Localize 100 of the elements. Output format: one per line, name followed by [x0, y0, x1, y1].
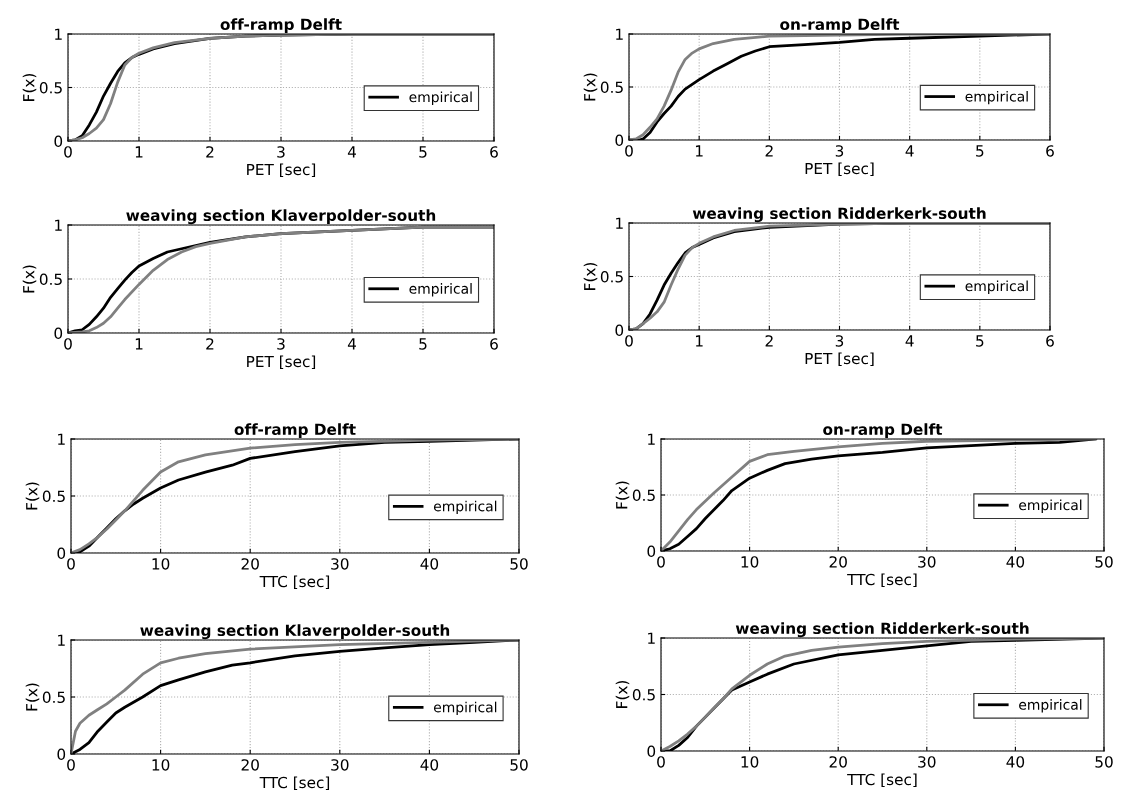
x-tick-label: 10	[741, 556, 759, 568]
y-tick-label: 0.5	[42, 490, 65, 503]
x-tick-label: 0	[67, 759, 75, 771]
x-tick-label: 50	[1095, 756, 1113, 768]
x-tick-label: 40	[420, 759, 439, 771]
x-tick-label: 3	[835, 145, 844, 157]
x-tick-label: 30	[918, 756, 936, 768]
x-tick-label: 50	[510, 558, 528, 570]
x-tick-label: 0	[657, 756, 665, 768]
x-tick-label: 20	[829, 756, 847, 768]
x-axis-title: TTC [sec]	[847, 573, 917, 588]
y-tick-label: 0.5	[632, 688, 655, 701]
x-tick-label: 5	[419, 146, 427, 158]
y-tick-label: 0	[615, 134, 624, 147]
x-tick-label: 0	[657, 556, 665, 568]
x-tick-label: 6	[490, 146, 498, 158]
x-tick-label: 10	[741, 756, 759, 768]
x-tick-label: 6	[1046, 335, 1054, 347]
x-tick-label: 2	[765, 335, 773, 347]
x-tick-label: 2	[765, 145, 773, 157]
y-tick-label: 0	[57, 547, 66, 560]
chart-title: off-ramp Delft	[220, 18, 342, 34]
x-tick-label: 5	[419, 338, 427, 350]
x-tick-label: 3	[277, 146, 285, 158]
y-tick-label: 1	[58, 634, 65, 646]
y-tick-label: 0	[615, 324, 624, 337]
x-axis-title: PET [sec]	[805, 352, 874, 367]
y-tick-label: 0.5	[600, 81, 623, 94]
x-tick-label: 30	[331, 759, 349, 771]
y-tick-label: 1	[648, 632, 655, 644]
legend-label: empirical	[433, 500, 497, 515]
x-tick-label: 4	[905, 335, 914, 347]
x-tick-label: 4	[347, 146, 356, 158]
x-axis-title: TTC [sec]	[259, 575, 330, 590]
x-tick-label: 40	[1006, 556, 1025, 568]
x-tick-label: 40	[1006, 756, 1025, 768]
chart-title: weaving section Ridderkerk-south	[692, 207, 986, 223]
y-axis-title: F(x)	[22, 265, 37, 293]
legend-label: empirical	[1019, 699, 1082, 713]
x-tick-label: 10	[152, 759, 170, 771]
x-tick-label: 6	[490, 338, 498, 350]
legend-label: empirical	[1019, 499, 1082, 513]
y-tick-label: 0.5	[632, 489, 655, 502]
x-tick-label: 3	[277, 338, 285, 350]
y-axis-title: F(x)	[583, 262, 598, 290]
y-tick-label: 0	[54, 135, 63, 148]
x-axis-title: PET [sec]	[247, 355, 316, 370]
x-tick-label: 1	[135, 146, 143, 158]
y-axis-title: F(x)	[22, 73, 37, 101]
x-tick-label: 4	[347, 338, 356, 350]
chart-title: weaving section Klaverpolder-south	[126, 209, 436, 225]
y-axis-title: F(x)	[615, 680, 630, 708]
x-tick-label: 30	[331, 558, 349, 570]
x-tick-label: 1	[695, 335, 703, 347]
y-axis-title: F(x)	[615, 481, 630, 509]
x-tick-label: 2	[206, 146, 214, 158]
x-tick-label: 40	[420, 558, 439, 570]
y-tick-label: 0	[647, 745, 656, 758]
x-tick-label: 20	[829, 556, 847, 568]
x-axis-title: TTC [sec]	[847, 773, 917, 788]
chart-title: on-ramp Delft	[780, 18, 900, 34]
y-axis-title: F(x)	[583, 73, 598, 101]
x-tick-label: 6	[1046, 145, 1054, 157]
chart-title: on-ramp Delft	[823, 423, 943, 439]
y-tick-label: 1	[616, 28, 623, 40]
x-tick-label: 2	[206, 338, 214, 350]
x-tick-label: 50	[510, 759, 528, 771]
y-tick-label: 1	[58, 433, 65, 445]
x-axis-title: PET [sec]	[247, 163, 316, 178]
chart-title: weaving section Ridderkerk-south	[735, 622, 1029, 638]
x-tick-label: 5	[976, 335, 984, 347]
y-tick-label: 0.5	[39, 81, 62, 94]
y-tick-label: 1	[55, 219, 62, 231]
y-tick-label: 0.5	[39, 273, 62, 286]
y-tick-label: 0.5	[42, 691, 65, 704]
legend-label: empirical	[433, 701, 497, 716]
y-tick-label: 0	[647, 545, 656, 558]
legend-label: empirical	[965, 90, 1028, 105]
chart-title: off-ramp Delft	[234, 423, 356, 439]
y-tick-label: 1	[648, 433, 655, 445]
x-tick-label: 20	[241, 759, 259, 771]
x-tick-label: 1	[135, 338, 143, 350]
y-axis-title: F(x)	[25, 482, 40, 510]
x-tick-label: 50	[1095, 556, 1113, 568]
y-axis-title: F(x)	[25, 683, 40, 711]
x-tick-label: 30	[918, 556, 936, 568]
x-axis-title: PET [sec]	[805, 162, 874, 177]
x-tick-label: 20	[241, 558, 259, 570]
x-tick-label: 0	[67, 558, 75, 570]
x-tick-label: 1	[695, 145, 703, 157]
y-tick-label: 1	[616, 217, 623, 229]
legend-label: empirical	[409, 283, 472, 297]
x-tick-label: 4	[905, 145, 914, 157]
chart-title: weaving section Klaverpolder-south	[140, 624, 450, 640]
x-tick-label: 5	[976, 145, 984, 157]
x-axis-title: TTC [sec]	[259, 776, 330, 791]
x-tick-label: 3	[835, 335, 844, 347]
x-tick-label: 10	[152, 558, 170, 570]
legend-label: empirical	[965, 280, 1028, 294]
legend-label: empirical	[409, 91, 472, 105]
